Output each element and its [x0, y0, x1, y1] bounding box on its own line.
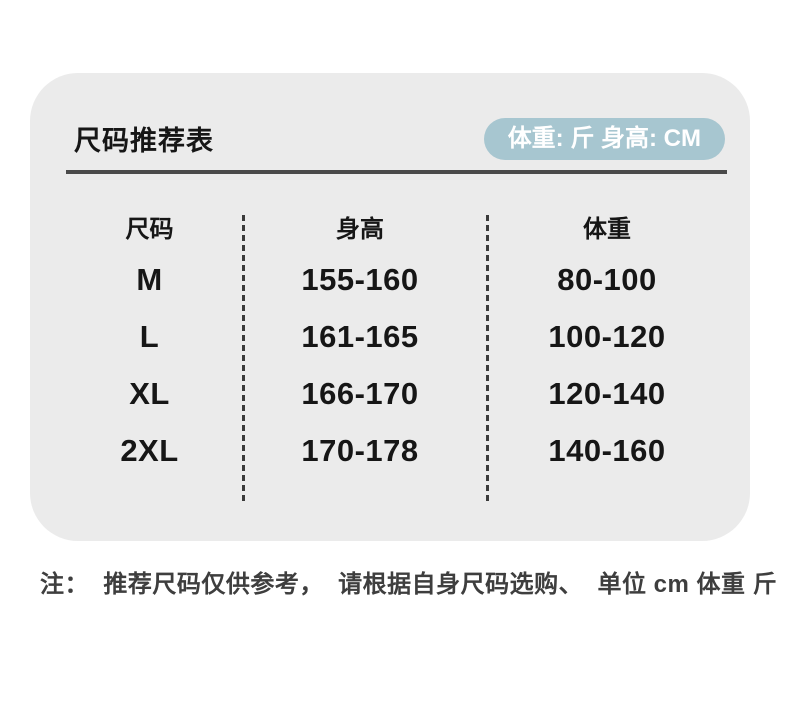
height-value: 155-160 [301, 261, 419, 297]
size-value: M [136, 261, 163, 297]
height-value: 170-178 [301, 432, 419, 468]
size-chart-card: 尺码推荐表 体重: 斤 身高: CM 尺码 身高 体重 M 155-160 80… [30, 73, 750, 541]
table-header-row: 尺码 身高 体重 [30, 201, 750, 251]
table-row: 2XL 170-178 140-160 [30, 422, 750, 479]
size-value: L [139, 318, 160, 354]
weight-value: 100-120 [548, 318, 666, 354]
weight-value: 120-140 [548, 375, 666, 411]
table-row: M 155-160 80-100 [30, 251, 750, 308]
size-table: 尺码 身高 体重 M 155-160 80-100 L 161-165 100-… [30, 201, 750, 479]
size-value: 2XL [120, 432, 179, 468]
weight-value: 140-160 [548, 432, 666, 468]
column-separator [486, 215, 489, 502]
column-header-size: 尺码 [125, 215, 174, 243]
column-separator [242, 215, 245, 502]
divider [66, 170, 727, 174]
height-value: 161-165 [301, 318, 419, 354]
column-header-height: 身高 [336, 215, 384, 243]
table-row: XL 166-170 120-140 [30, 365, 750, 422]
column-header-weight: 体重 [583, 215, 631, 243]
card-title: 尺码推荐表 [74, 126, 214, 156]
size-value: XL [129, 375, 170, 411]
units-badge: 体重: 斤 身高: CM [483, 118, 725, 160]
weight-value: 80-100 [557, 261, 657, 297]
table-row: L 161-165 100-120 [30, 308, 750, 365]
note-text: 注： 推荐尺码仅供参考， 请根据自身尺码选购、 单位 cm 体重 斤 [40, 571, 778, 598]
height-value: 166-170 [301, 375, 419, 411]
